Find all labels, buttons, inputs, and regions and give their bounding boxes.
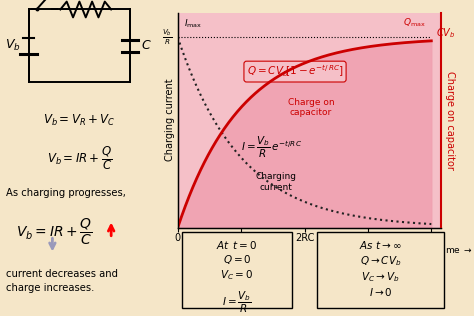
Text: $I = \dfrac{V_b}{R}\,e^{-t/RC}$: $I = \dfrac{V_b}{R}\,e^{-t/RC}$ [241,135,302,160]
Text: $V_C = 0$: $V_C = 0$ [220,269,254,283]
Text: Charging
current: Charging current [255,172,297,191]
Text: $V_C \to V_b$: $V_C \to V_b$ [361,270,400,284]
Text: $CV_b$: $CV_b$ [437,27,456,40]
Text: $V_b = IR + \dfrac{Q}{C}$: $V_b = IR + \dfrac{Q}{C}$ [47,144,112,172]
Text: $V_b = IR + \dfrac{Q}{C}$: $V_b = IR + \dfrac{Q}{C}$ [16,217,92,247]
Text: $V_b = V_R + V_C$: $V_b = V_R + V_C$ [43,112,116,128]
Text: $I = \dfrac{V_b}{R}$: $I = \dfrac{V_b}{R}$ [222,290,252,315]
Text: $C$: $C$ [141,39,151,52]
Text: $I_{\rm max}$: $I_{\rm max}$ [184,17,202,30]
Y-axis label: Charge on capacitor: Charge on capacitor [445,71,455,169]
Y-axis label: Charging current: Charging current [165,79,175,161]
Text: Charge on
capacitor: Charge on capacitor [288,98,334,118]
Text: time $\rightarrow$: time $\rightarrow$ [439,244,473,255]
Text: $Q \to CV_b$: $Q \to CV_b$ [360,254,401,268]
Text: $\frac{V_b}{R}$: $\frac{V_b}{R}$ [162,27,173,47]
Text: At $\,t=0$: At $\,t=0$ [216,239,258,251]
Text: $V_b$: $V_b$ [5,38,20,53]
Text: $Q = CV_b\!\left[1-e^{-t/\,RC}\right]$: $Q = CV_b\!\left[1-e^{-t/\,RC}\right]$ [246,64,344,79]
Text: As $t \to \infty$: As $t \to \infty$ [359,239,402,251]
Text: As charging progresses,: As charging progresses, [6,188,126,198]
Text: $I \to 0$: $I \to 0$ [369,286,392,298]
Text: current decreases and
charge increases.: current decreases and charge increases. [6,269,118,293]
Text: $Q = 0$: $Q = 0$ [223,253,251,266]
Text: $Q_{\rm max}$: $Q_{\rm max}$ [403,16,426,29]
